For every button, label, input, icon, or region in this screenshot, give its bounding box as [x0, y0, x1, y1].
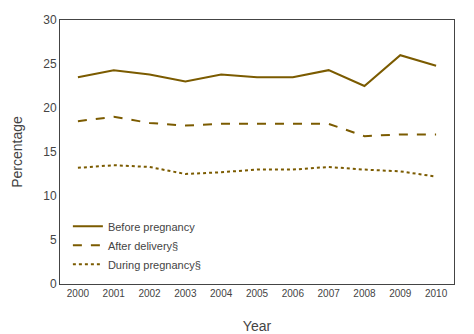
- svg-text:Percentage: Percentage: [9, 116, 25, 188]
- svg-text:2008: 2008: [353, 288, 376, 299]
- svg-text:25: 25: [43, 57, 57, 71]
- svg-text:2010: 2010: [425, 288, 448, 299]
- svg-text:Year: Year: [243, 318, 272, 334]
- svg-text:15: 15: [43, 145, 57, 159]
- svg-text:2003: 2003: [174, 288, 197, 299]
- svg-text:30: 30: [43, 13, 57, 27]
- svg-text:2006: 2006: [282, 288, 305, 299]
- svg-text:2005: 2005: [246, 288, 269, 299]
- svg-text:0: 0: [50, 277, 57, 291]
- svg-text:2004: 2004: [210, 288, 233, 299]
- svg-text:10: 10: [43, 189, 57, 203]
- svg-text:2009: 2009: [389, 288, 412, 299]
- svg-text:2000: 2000: [67, 288, 90, 299]
- svg-text:2007: 2007: [318, 288, 341, 299]
- svg-text:Before pregnancy: Before pregnancy: [108, 221, 195, 233]
- svg-text:2001: 2001: [103, 288, 126, 299]
- svg-text:5: 5: [50, 233, 57, 247]
- svg-text:During pregnancy§: During pregnancy§: [108, 259, 201, 271]
- svg-text:After delivery§: After delivery§: [108, 240, 178, 252]
- svg-text:2002: 2002: [138, 288, 161, 299]
- svg-text:20: 20: [43, 101, 57, 115]
